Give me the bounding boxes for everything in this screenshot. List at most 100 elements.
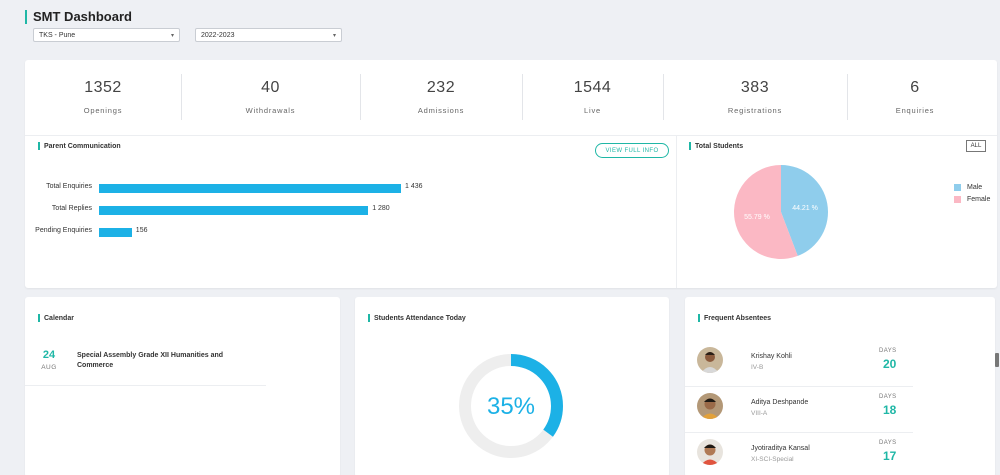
absentees-title-text: Frequent Absentees xyxy=(704,314,772,322)
summary-card: 1352 Openings 40 Withdrawals 232 Admissi… xyxy=(25,60,997,288)
scrollbar-thumb[interactable] xyxy=(995,353,999,367)
absentee-row[interactable]: Krishay Kohli IV-B DAYS 20 xyxy=(685,338,913,384)
event-text: Special Assembly Grade XII Humanities an… xyxy=(77,352,224,369)
stat-registrations: 383 Registrations xyxy=(663,60,847,135)
avatar xyxy=(697,439,723,465)
attendance-title-text: Students Attendance Today xyxy=(374,314,466,322)
stat-admissions: 232 Admissions xyxy=(360,60,522,135)
total-students-title-text: Total Students xyxy=(695,142,744,150)
stat-divider xyxy=(663,74,664,120)
pie-slice-label: 55.79 % xyxy=(744,214,770,221)
stat-live: 1544 Live xyxy=(522,60,663,135)
absentee-days: 20 xyxy=(883,357,897,371)
avatar xyxy=(697,393,723,419)
absentees-card: Frequent Absentees Krishay Kohli IV-B DA… xyxy=(685,297,995,475)
absentee-row[interactable]: Jyotiraditya Kansal XI-SCI-Special DAYS … xyxy=(685,430,913,475)
view-full-info-button[interactable]: VIEW FULL INFO xyxy=(595,143,669,158)
bar[interactable] xyxy=(99,184,401,193)
gauge-fill xyxy=(459,354,563,458)
page-title: SMT Dashboard xyxy=(25,9,132,24)
absentee-row[interactable]: Aditya Deshpande VIII-A DAYS 18 xyxy=(685,384,913,430)
stat-value: 232 xyxy=(426,79,456,96)
section-divider xyxy=(676,135,677,288)
absentee-class: IV-B xyxy=(751,364,764,371)
absentee-name: Aditya Deshpande xyxy=(751,399,809,406)
calendar-title-text: Calendar xyxy=(44,314,74,322)
stat-value: 383 xyxy=(740,79,770,96)
days-label: DAYS xyxy=(879,348,897,354)
attendance-percent: 35% xyxy=(487,393,535,420)
title-accent xyxy=(38,314,40,322)
legend-swatch-female xyxy=(954,196,961,203)
stat-enquiries: 6 Enquiries xyxy=(847,60,983,135)
pie-slice-label: 44.21 % xyxy=(792,205,818,212)
stat-divider xyxy=(522,74,523,120)
bar-value-label: 1 280 xyxy=(372,205,390,212)
attendance-card: Students Attendance Today 35% xyxy=(355,297,669,475)
all-filter-button[interactable]: ALL xyxy=(966,140,986,152)
chevron-down-icon: ▾ xyxy=(332,32,336,39)
stat-value: 6 xyxy=(910,79,920,96)
title-accent xyxy=(25,9,27,24)
bar-category-label: Total Enquiries xyxy=(46,183,92,190)
bar-category-label: Pending Enquiries xyxy=(35,227,92,234)
row-divider xyxy=(685,432,913,433)
bar[interactable] xyxy=(99,206,369,215)
legend-female: Female xyxy=(954,196,990,203)
stat-divider xyxy=(360,74,361,120)
bar[interactable] xyxy=(99,228,132,237)
stat-label: Registrations xyxy=(727,106,783,115)
stat-label: Live xyxy=(584,106,601,115)
title-accent xyxy=(368,314,370,322)
bar-value-label: 1 436 xyxy=(405,183,423,190)
title-accent xyxy=(689,142,691,150)
chevron-down-icon: ▾ xyxy=(170,32,174,39)
absentee-name: Krishay Kohli xyxy=(751,353,792,360)
calendar-title: Calendar xyxy=(38,314,74,322)
legend-label: Male xyxy=(967,184,983,191)
days-label: DAYS xyxy=(879,394,897,400)
legend-male: Male xyxy=(954,184,982,191)
total-students-title: Total Students xyxy=(689,142,743,150)
stat-value: 1544 xyxy=(573,79,612,96)
title-accent xyxy=(698,314,700,322)
stat-openings: 1352 Openings xyxy=(25,60,181,135)
stat-value: 40 xyxy=(261,79,280,96)
calendar-card: Calendar 24 AUG Special Assembly Grade X… xyxy=(25,297,340,475)
attendance-title: Students Attendance Today xyxy=(368,314,466,322)
stat-label: Openings xyxy=(83,106,123,115)
title-accent xyxy=(38,142,40,150)
legend-swatch-male xyxy=(954,184,961,191)
absentee-name: Jyotiraditya Kansal xyxy=(751,445,810,452)
stat-divider xyxy=(181,74,182,120)
stat-withdrawals: 40 Withdrawals xyxy=(181,60,360,135)
school-select-value: TKS - Pune xyxy=(39,31,76,39)
pie-slice-male[interactable] xyxy=(781,165,828,256)
total-students-pie: 44.21 % 55.79 % xyxy=(734,165,828,259)
school-select[interactable]: TKS - Pune ▾ xyxy=(33,28,180,42)
stat-label: Enquiries xyxy=(895,106,935,115)
year-select[interactable]: 2022-2023 ▾ xyxy=(195,28,342,42)
avatar xyxy=(697,347,723,373)
event-month: AUG xyxy=(41,364,57,371)
event-day: 24 xyxy=(42,349,56,361)
section-divider xyxy=(25,135,997,136)
attendance-gauge: 35% xyxy=(459,354,563,458)
stat-label: Withdrawals xyxy=(245,106,296,115)
legend-label: Female xyxy=(967,196,991,203)
row-divider xyxy=(685,386,913,387)
absentee-class: XI-SCI-Special xyxy=(751,456,794,463)
pie-slice-female[interactable] xyxy=(734,165,798,259)
bar-category-label: Total Replies xyxy=(51,205,92,212)
parent-communication-title: Parent Communication xyxy=(38,142,121,150)
absentee-days: 17 xyxy=(883,449,897,463)
stat-divider xyxy=(847,74,848,120)
year-select-value: 2022-2023 xyxy=(201,31,235,39)
event-divider xyxy=(25,385,266,386)
stat-label: Admissions xyxy=(417,106,465,115)
absentee-class: VIII-A xyxy=(751,410,768,417)
absentee-days: 18 xyxy=(883,403,897,417)
page-title-text: SMT Dashboard xyxy=(33,9,132,24)
days-label: DAYS xyxy=(879,440,897,446)
bar-value-label: 156 xyxy=(135,227,148,234)
